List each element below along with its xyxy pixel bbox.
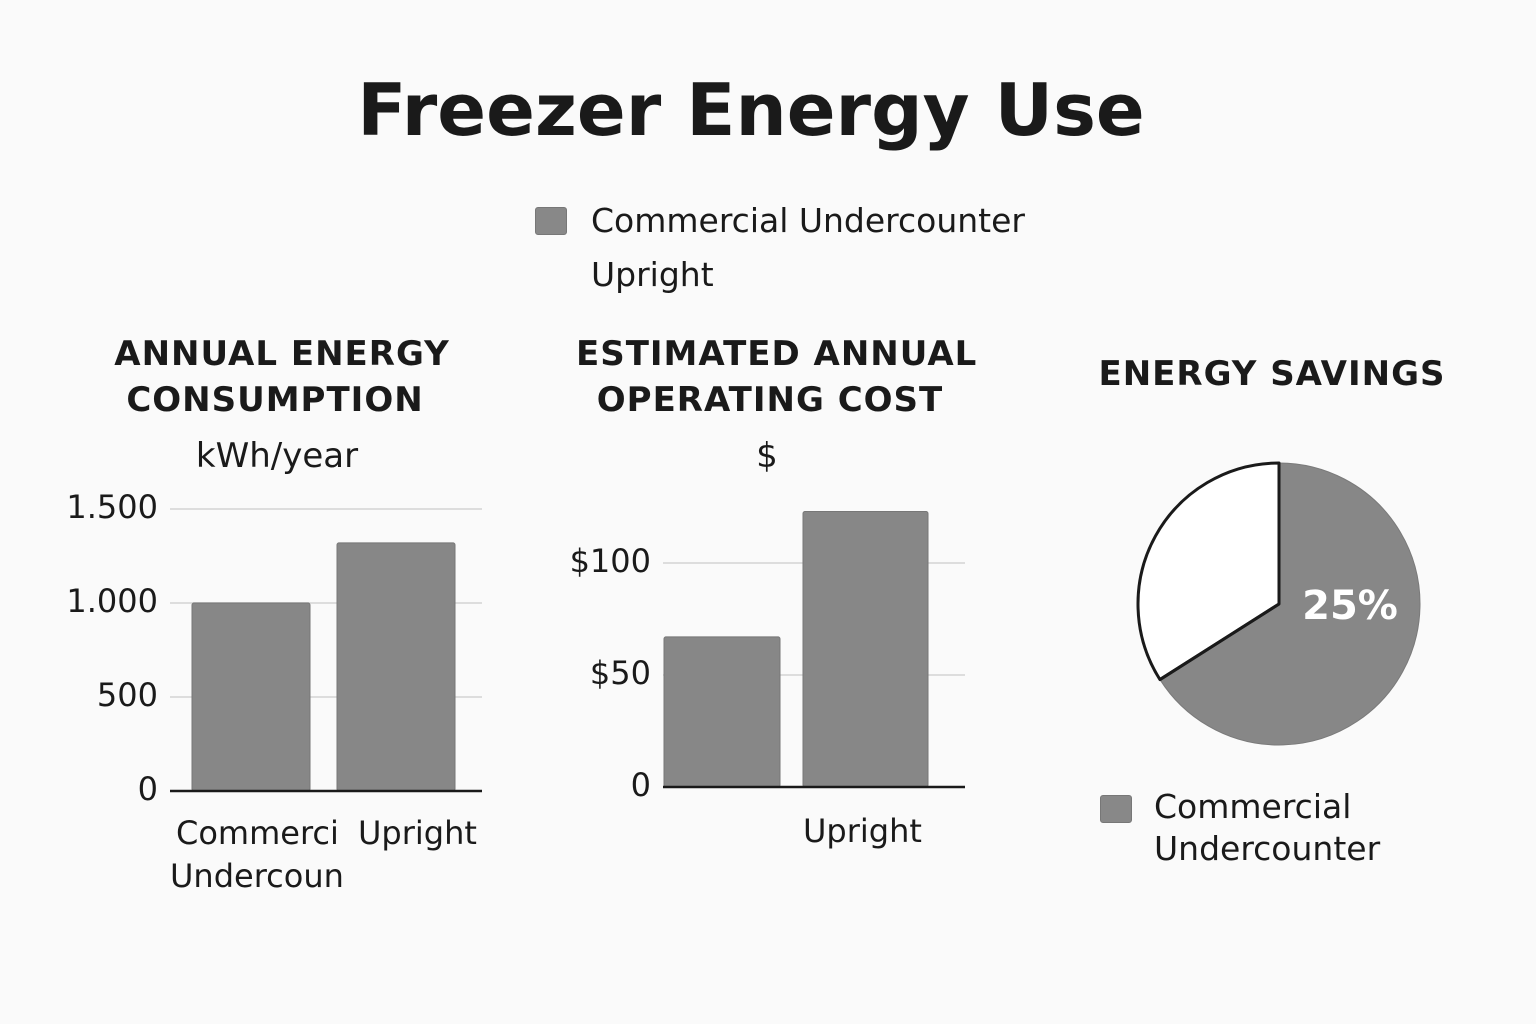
chart2-ytick-label: $100 [569,542,651,580]
chart2-category-label: Upright [803,812,922,850]
pie-legend-line2: Undercounter [1154,829,1381,868]
chart1-ytick-label: 0 [137,770,158,808]
pie-slice-0 [1159,462,1421,746]
chart1-category-label: Commerci Undercoun [170,814,344,895]
page-title: Freezer Energy Use [357,68,1145,152]
chart1-category-label: Upright [358,814,477,852]
chart1-ylabel: kWh/year [195,436,359,476]
pie-legend-line1: Commercial [1154,787,1352,826]
legend-label-commercial: Commercial Undercounter [591,201,1025,240]
legend-swatch-commercial [535,207,567,235]
chart1-ytick-label: 1.500 [66,488,158,526]
chart1-ytick-label: 1.000 [66,582,158,620]
legend-label-upright: Upright [591,255,714,294]
chart1-bar-0 [191,602,311,792]
chart3-title: ENERGY SAVINGS [1098,354,1446,394]
pie-divider [1159,602,1280,681]
pie-legend-swatch [1100,795,1132,823]
chart2-ytick-label: $50 [589,654,651,692]
chart2-title-line2: OPERATING COST [596,380,944,420]
chart2-ytick-label: 0 [630,766,651,804]
chart2-ylabel: $ [756,436,778,476]
chart1-bar-1 [336,542,456,792]
pie-data-label: 25% [1302,583,1398,629]
chart1-ytick-label: 500 [96,676,158,714]
chart2-bar-1 [802,510,929,788]
chart1-title-line1: ANNUAL ENERGY [114,334,450,374]
chart1-title-line2: CONSUMPTION [126,380,424,420]
chart2-title-line1: ESTIMATED ANNUAL [576,334,978,374]
chart2-bar-0 [663,636,781,788]
